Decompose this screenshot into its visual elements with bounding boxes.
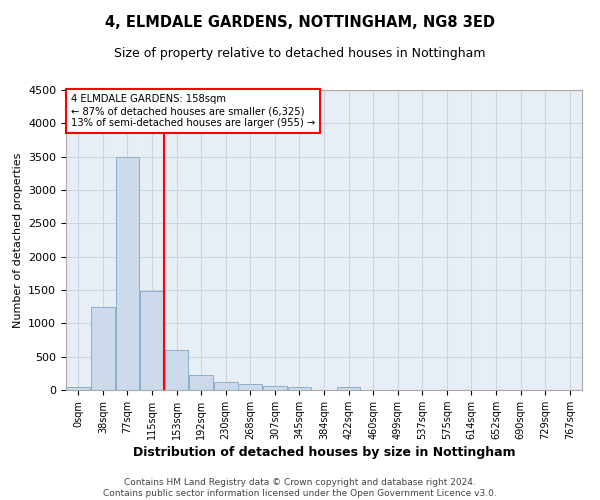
Bar [189, 374, 213, 390]
Bar [67, 386, 90, 390]
Bar [238, 384, 262, 390]
Text: 4 ELMDALE GARDENS: 158sqm
← 87% of detached houses are smaller (6,325)
13% of se: 4 ELMDALE GARDENS: 158sqm ← 87% of detac… [71, 94, 316, 128]
Bar [164, 350, 188, 390]
Bar [91, 306, 115, 390]
Bar [337, 386, 361, 390]
Bar [140, 292, 164, 390]
Bar [116, 156, 139, 390]
Text: 4, ELMDALE GARDENS, NOTTINGHAM, NG8 3ED: 4, ELMDALE GARDENS, NOTTINGHAM, NG8 3ED [105, 15, 495, 30]
Text: Contains HM Land Registry data © Crown copyright and database right 2024.
Contai: Contains HM Land Registry data © Crown c… [103, 478, 497, 498]
Y-axis label: Number of detached properties: Number of detached properties [13, 152, 23, 328]
Bar [287, 388, 311, 390]
Bar [214, 382, 238, 390]
Text: Size of property relative to detached houses in Nottingham: Size of property relative to detached ho… [114, 48, 486, 60]
Bar [263, 386, 287, 390]
X-axis label: Distribution of detached houses by size in Nottingham: Distribution of detached houses by size … [133, 446, 515, 459]
